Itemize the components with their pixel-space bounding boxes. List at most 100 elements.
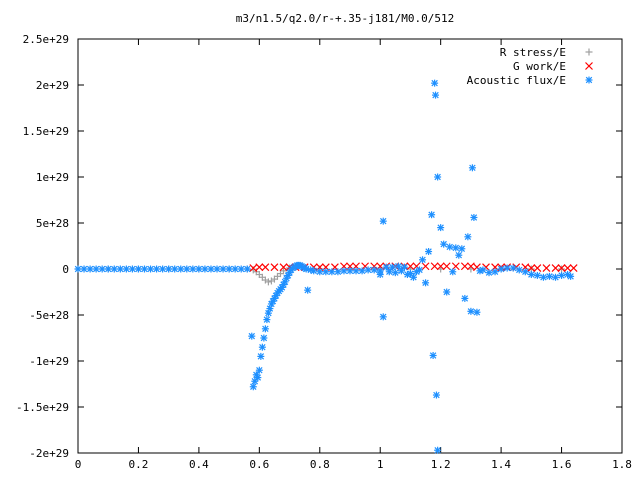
data-point: [533, 271, 541, 279]
data-point: [364, 266, 372, 274]
data-point: [147, 265, 155, 273]
data-point: [257, 352, 265, 360]
data-point: [171, 265, 179, 273]
data-point: [422, 279, 430, 287]
data-point: [470, 213, 478, 221]
data-point: [183, 265, 191, 273]
x-tick-label: 1.4: [491, 458, 511, 471]
data-point: [74, 265, 82, 273]
data-point: [503, 264, 511, 272]
axes-ticks: 0 0.2 0.4 0.6 0.8 1 1.2 1.4 1.6 1.8 2.5e+29 2e+29 1.…: [16, 33, 632, 471]
data-point: [545, 272, 553, 280]
data-point: [260, 334, 268, 342]
data-point: [140, 265, 148, 273]
data-point: [458, 245, 466, 253]
data-point: [461, 294, 469, 302]
data-point: [116, 265, 124, 273]
data-point: [406, 270, 414, 278]
y-tick-label: 1e+29: [36, 171, 69, 184]
data-point: [436, 262, 445, 271]
data-point: [429, 351, 437, 359]
data-point: [569, 264, 578, 273]
chart-title: m3/n1.5/q2.0/r-+.35-j181/M0.0/512: [236, 12, 455, 25]
data-point: [542, 264, 551, 273]
data-point: [86, 265, 94, 273]
data-point: [432, 391, 440, 399]
y-tick-label: 2.5e+29: [23, 33, 69, 46]
data-point: [485, 269, 493, 277]
series-group: [74, 79, 578, 454]
data-point: [165, 265, 173, 273]
data-point: [370, 266, 378, 274]
data-point: [558, 271, 566, 279]
data-point: [557, 264, 566, 273]
data-point: [430, 262, 439, 271]
data-point: [473, 308, 481, 316]
data-point: [552, 273, 560, 281]
data-point: [340, 267, 348, 275]
x-tick-label: 0.2: [129, 458, 149, 471]
data-point: [421, 262, 430, 271]
legend-label: G work/E: [513, 60, 566, 73]
data-point: [376, 271, 384, 279]
x-tick-label: 0.8: [310, 458, 330, 471]
data-point: [379, 217, 387, 225]
data-point: [330, 263, 339, 272]
data-point: [201, 265, 209, 273]
y-tick-label: -1e+29: [29, 355, 69, 368]
data-point: [195, 265, 203, 273]
data-point: [279, 263, 288, 272]
data-point: [491, 268, 499, 276]
data-point: [334, 268, 342, 276]
legend-marker: [585, 48, 593, 56]
data-point: [231, 265, 239, 273]
data-point: [446, 243, 454, 251]
data-point: [237, 265, 245, 273]
x-tick-label: 1.8: [612, 458, 632, 471]
data-point: [352, 267, 360, 275]
data-point: [563, 264, 572, 273]
data-point: [98, 265, 106, 273]
data-point: [558, 265, 566, 273]
data-point: [416, 266, 424, 274]
y-tick-label: -2e+29: [29, 447, 69, 460]
legend-marker: [585, 62, 593, 70]
y-tick-label: 0: [62, 263, 69, 276]
data-point: [134, 265, 142, 273]
data-point: [304, 286, 312, 294]
data-point: [432, 91, 440, 99]
data-point: [255, 263, 264, 272]
data-point: [207, 265, 215, 273]
data-point: [248, 332, 256, 340]
data-point: [189, 265, 197, 273]
data-point: [468, 164, 476, 172]
data-point: [370, 262, 379, 271]
data-point: [400, 263, 408, 271]
data-point: [434, 173, 442, 181]
data-point: [261, 263, 270, 272]
data-point: [346, 267, 354, 275]
x-tick-label: 0: [75, 458, 82, 471]
data-point: [440, 240, 448, 248]
data-point: [219, 265, 227, 273]
data-point: [280, 267, 288, 275]
data-point: [431, 79, 439, 87]
data-point: [243, 265, 251, 273]
data-point: [527, 271, 535, 279]
data-point: [159, 265, 167, 273]
x-tick-label: 0.4: [189, 458, 209, 471]
data-point: [264, 278, 272, 286]
data-point: [104, 265, 112, 273]
data-point: [428, 211, 436, 219]
data-point: [310, 267, 318, 275]
legend-marker: [585, 76, 593, 84]
y-tick-label: 1.5e+29: [23, 125, 69, 138]
x-tick-label: 1.2: [431, 458, 451, 471]
data-point: [539, 273, 547, 281]
data-point: [509, 264, 517, 272]
data-point: [442, 262, 451, 271]
series-3: [74, 79, 575, 454]
legend-label: Acoustic flux/E: [467, 74, 566, 87]
